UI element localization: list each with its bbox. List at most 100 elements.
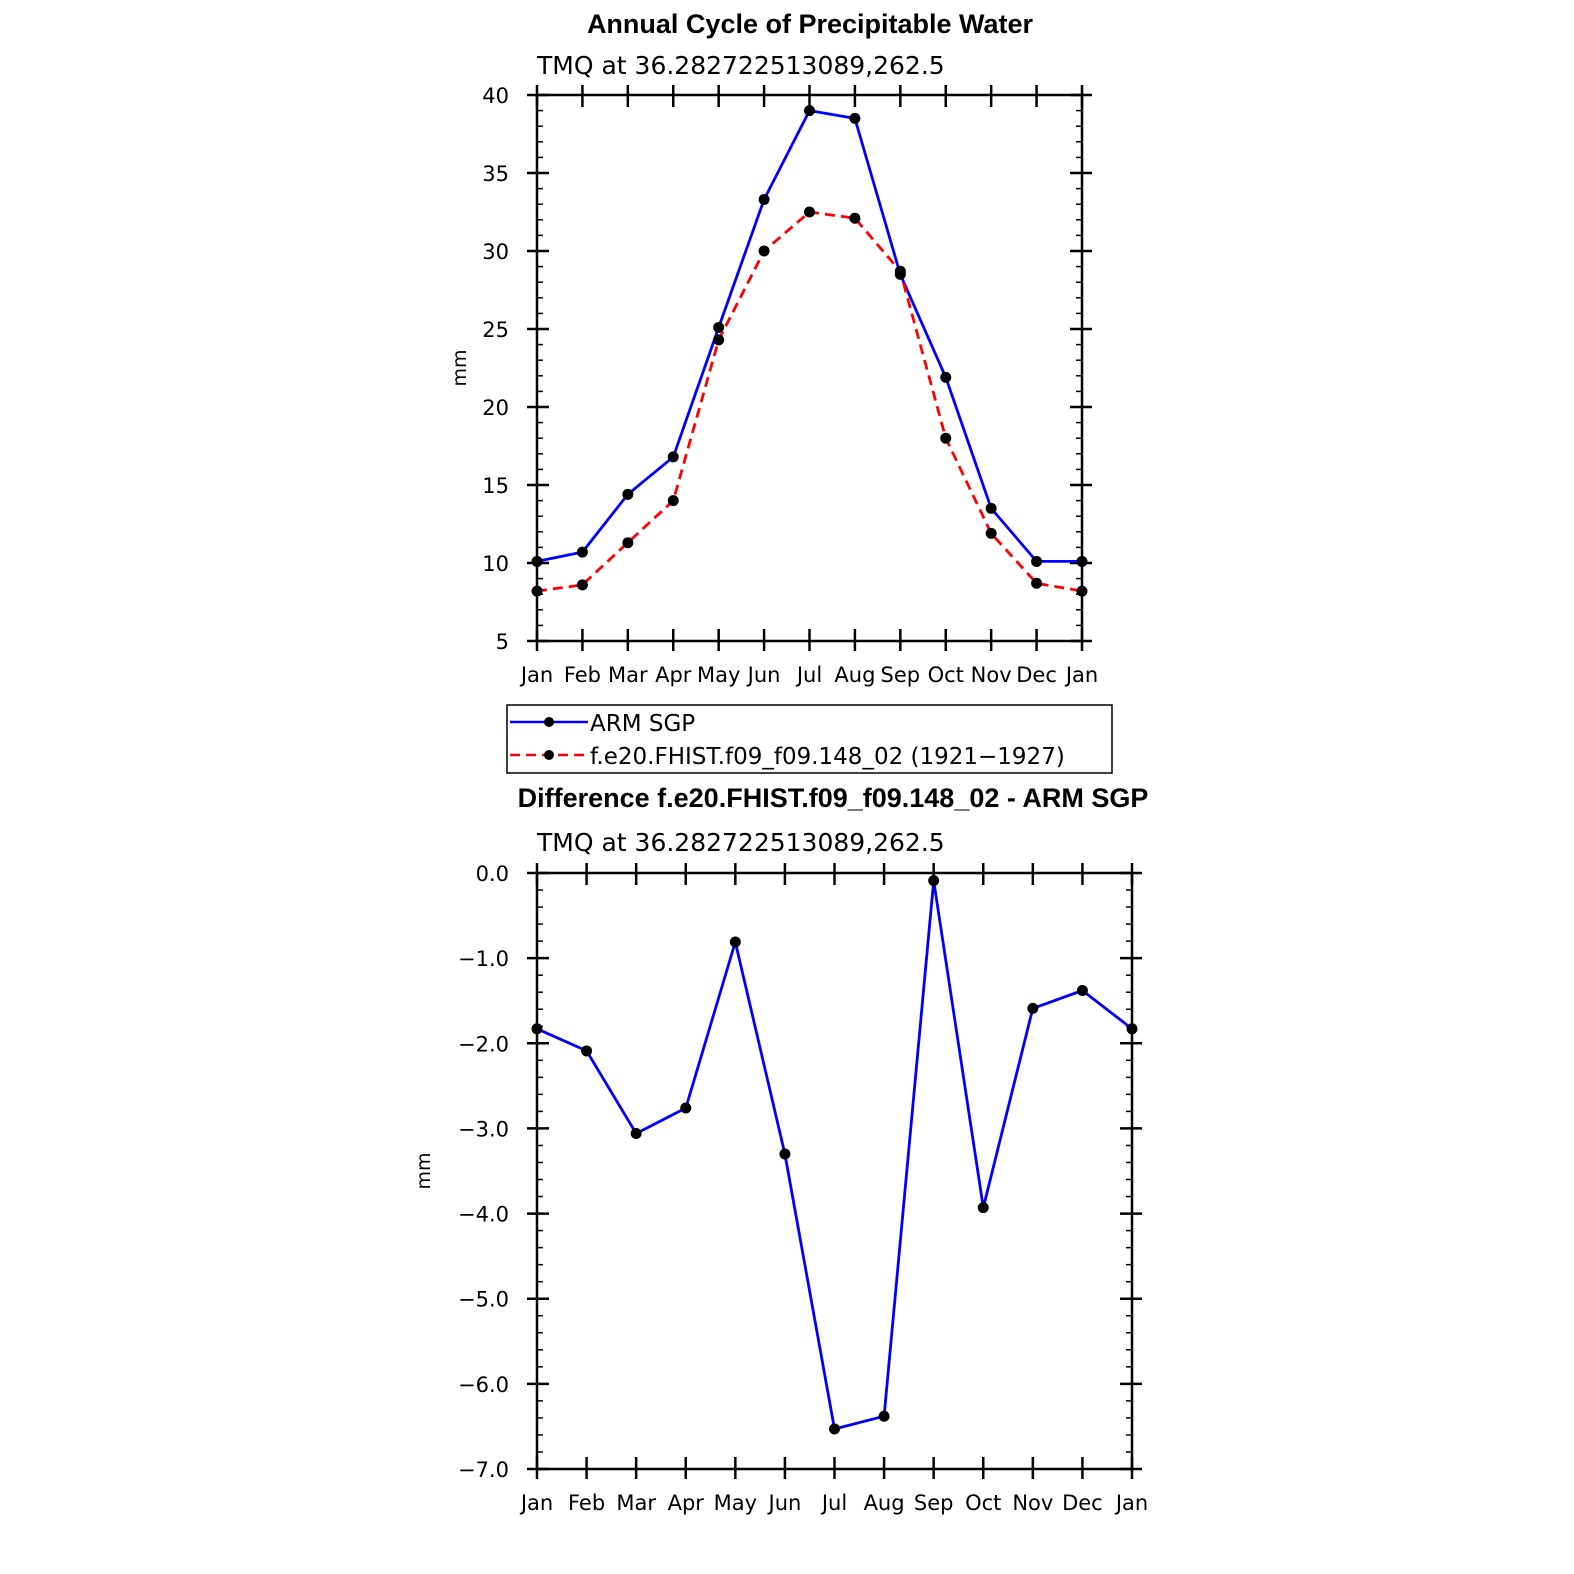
x-tick-label: Oct <box>965 1491 1001 1515</box>
y-tick-label: 30 <box>482 240 509 264</box>
series-line-0 <box>536 109 1082 563</box>
y-tick-label: −2.0 <box>458 1032 509 1056</box>
data-point <box>928 875 940 887</box>
x-tick-label: Mar <box>608 663 648 687</box>
y-tick-label: 10 <box>482 552 509 576</box>
y-tick-label: −1.0 <box>458 947 509 971</box>
x-tick-label: Jul <box>795 663 822 687</box>
data-point <box>849 212 861 224</box>
x-tick-label: Nov <box>1012 1491 1053 1515</box>
data-point <box>531 555 543 567</box>
x-tick-label: Oct <box>928 663 964 687</box>
data-point <box>531 1023 543 1035</box>
data-point <box>1076 555 1088 567</box>
y-tick-label: −4.0 <box>458 1203 509 1227</box>
data-point <box>849 112 861 124</box>
legend: ARM SGP f.e20.FHIST.f09_f09.148_02 (1921… <box>506 704 1113 774</box>
x-tick-label: May <box>697 663 740 687</box>
series-line-1 <box>536 210 1083 593</box>
data-point <box>622 537 634 549</box>
data-point <box>985 502 997 514</box>
chart-title: Annual Cycle of Precipitable Water <box>587 9 1034 39</box>
data-point <box>779 1148 791 1160</box>
data-point <box>1031 555 1043 567</box>
x-tick-label: Aug <box>864 1491 905 1515</box>
series-line-0 <box>536 879 1133 1431</box>
chart-title: Difference f.e20.FHIST.f09_f09.148_02 - … <box>518 783 1149 813</box>
difference-chart: Difference f.e20.FHIST.f09_f09.148_02 - … <box>413 783 1148 1515</box>
x-tick-label: Dec <box>1016 663 1057 687</box>
data-point <box>829 1423 840 1435</box>
x-tick-label: Feb <box>564 663 601 687</box>
data-point <box>804 105 815 117</box>
chart-subtitle: TMQ at 36.282722513089,262.5 <box>536 828 945 857</box>
y-tick-label: −7.0 <box>458 1458 509 1482</box>
data-point <box>758 194 770 206</box>
x-tick-label: May <box>714 1491 757 1515</box>
data-point <box>713 321 725 333</box>
x-tick-label: Dec <box>1062 1491 1103 1515</box>
y-tick-label: −6.0 <box>458 1373 509 1397</box>
chart-subtitle: TMQ at 36.282722513089,262.5 <box>536 51 945 80</box>
data-point <box>1076 585 1088 597</box>
data-point <box>630 1128 642 1140</box>
data-point <box>977 1202 989 1214</box>
legend-marker-model <box>544 750 554 760</box>
y-tick-label: −5.0 <box>458 1288 509 1312</box>
data-point <box>985 527 997 539</box>
data-point <box>680 1102 692 1114</box>
y-tick-label: 0.0 <box>476 862 509 886</box>
y-tick-label: 40 <box>482 84 509 108</box>
data-point <box>1031 577 1043 589</box>
data-point <box>576 546 588 558</box>
x-tick-label: Mar <box>616 1491 656 1515</box>
data-point <box>1076 984 1088 996</box>
y-axis-label: mm <box>413 1152 435 1189</box>
x-tick-label: Jan <box>1064 663 1098 687</box>
x-tick-label: Jun <box>746 663 781 687</box>
legend-box <box>506 704 1113 774</box>
x-tick-label: Jul <box>820 1491 847 1515</box>
data-point <box>622 488 634 500</box>
x-tick-label: Jan <box>519 663 553 687</box>
data-point <box>576 579 588 591</box>
y-tick-label: 20 <box>482 396 509 420</box>
x-tick-label: Jan <box>519 1491 553 1515</box>
data-point <box>804 206 815 218</box>
x-tick-label: Sep <box>881 663 921 687</box>
legend-label-arm-sgp: ARM SGP <box>590 711 695 737</box>
legend-marker-arm-sgp <box>544 717 554 727</box>
x-tick-label: Aug <box>834 663 875 687</box>
x-tick-label: Jun <box>767 1491 802 1515</box>
data-point <box>940 371 952 383</box>
data-point <box>894 265 906 277</box>
x-tick-label: Jan <box>1114 1491 1148 1515</box>
legend-label-model: f.e20.FHIST.f09_f09.148_02 (1921−1927) <box>590 744 1065 770</box>
y-tick-label: 25 <box>482 318 509 342</box>
annual-cycle-chart: Annual Cycle of Precipitable Water TMQ a… <box>449 9 1098 687</box>
data-point <box>940 432 952 444</box>
data-point <box>1126 1023 1138 1035</box>
data-point <box>713 334 725 346</box>
x-tick-label: Feb <box>568 1491 605 1515</box>
data-point <box>667 451 679 463</box>
data-point <box>1027 1002 1039 1014</box>
x-tick-label: Apr <box>655 663 692 687</box>
plot-frame <box>535 93 1084 643</box>
plot-frame <box>535 871 1134 1471</box>
y-tick-label: −3.0 <box>458 1117 509 1141</box>
data-point <box>758 245 770 257</box>
data-point <box>531 585 543 597</box>
x-tick-label: Sep <box>914 1491 954 1515</box>
data-point <box>581 1045 593 1057</box>
y-axis-label: mm <box>449 349 471 386</box>
x-tick-label: Apr <box>668 1491 705 1515</box>
data-point <box>878 1410 890 1422</box>
x-tick-label: Nov <box>971 663 1012 687</box>
y-tick-label: 35 <box>482 162 509 186</box>
data-point <box>667 495 679 507</box>
y-tick-label: 5 <box>496 630 509 654</box>
y-tick-label: 15 <box>482 474 509 498</box>
data-point <box>729 936 741 948</box>
